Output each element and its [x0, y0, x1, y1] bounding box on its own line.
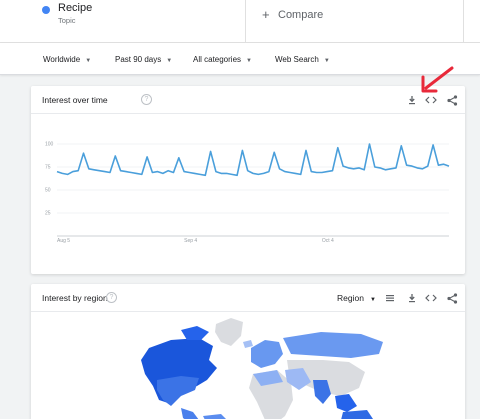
- search-term-bar: Recipe Topic + Compare: [0, 0, 480, 43]
- term-color-dot: [42, 6, 50, 14]
- plus-icon: +: [262, 7, 270, 22]
- world-map[interactable]: [31, 312, 465, 419]
- location-filter-label: Worldwide: [43, 55, 81, 64]
- location-filter[interactable]: Worldwide ▼: [43, 55, 91, 64]
- search-type-filter-label: Web Search: [275, 55, 319, 64]
- compare-label[interactable]: Compare: [278, 9, 324, 21]
- compare-button[interactable]: + Compare: [246, 0, 464, 43]
- map-region-central-america: [181, 408, 199, 419]
- filter-bar: Worldwide ▼ Past 90 days ▼ All categories ▼…: [0, 43, 480, 75]
- x-tick-label: Aug 5: [57, 238, 70, 244]
- caret-down-icon: ▼: [369, 297, 376, 303]
- map-region-india: [313, 380, 331, 404]
- map-region-south-america: [203, 414, 226, 419]
- interest-series-line[interactable]: [56, 143, 450, 177]
- map-region-greenland: [215, 318, 243, 346]
- caret-down-icon: ▼: [246, 58, 252, 64]
- map-region-north-africa: [253, 370, 283, 386]
- map-region-europe: [251, 340, 283, 368]
- time-range-filter[interactable]: Past 90 days ▼: [115, 55, 172, 64]
- y-tick-label: 25: [45, 211, 51, 217]
- caret-down-icon: ▼: [85, 58, 92, 64]
- share-icon[interactable]: [445, 291, 459, 305]
- card-header: Interest by region ? Region ▼: [31, 284, 465, 312]
- y-tick-label: 100: [45, 142, 54, 148]
- y-tick-label: 50: [45, 188, 51, 194]
- card-title: Interest over time: [42, 95, 108, 105]
- map-region-australia: [341, 410, 373, 419]
- region-select-label: Region: [337, 293, 364, 303]
- term-type: Topic: [58, 16, 76, 25]
- embed-icon[interactable]: [424, 291, 438, 305]
- time-range-filter-label: Past 90 days: [115, 55, 162, 64]
- map-region-usa: [157, 376, 199, 406]
- interest-over-time-chart: 100 75 50 25 Aug 5 Sep 4 Oct 4: [45, 142, 450, 244]
- annotation-arrow-icon: [421, 66, 454, 93]
- download-icon[interactable]: [405, 93, 419, 107]
- help-icon[interactable]: ?: [106, 292, 117, 303]
- search-term-card[interactable]: Recipe Topic: [32, 0, 246, 43]
- share-icon[interactable]: [445, 93, 459, 107]
- map-region-russia: [283, 332, 383, 358]
- map-region-southeast-asia: [335, 394, 357, 412]
- card-title: Interest by region: [42, 293, 108, 303]
- category-filter-label: All categories: [193, 55, 242, 64]
- term-name[interactable]: Recipe: [58, 2, 93, 14]
- embed-icon[interactable]: [424, 93, 438, 107]
- x-tick-label: Sep 4: [184, 238, 197, 244]
- interest-by-region-card: Interest by region ? Region ▼: [31, 284, 465, 419]
- help-icon[interactable]: ?: [141, 94, 152, 105]
- category-filter[interactable]: All categories ▼: [193, 55, 252, 64]
- region-resolution-select[interactable]: Region ▼: [337, 293, 376, 303]
- list-view-icon[interactable]: [383, 291, 397, 305]
- y-tick-label: 75: [45, 165, 51, 171]
- caret-down-icon: ▼: [323, 58, 330, 64]
- x-tick-label: Oct 4: [322, 238, 334, 244]
- card-header: Interest over time ?: [31, 86, 465, 114]
- map-region-middle-east: [285, 368, 311, 390]
- download-icon[interactable]: [405, 291, 419, 305]
- map-region-iceland: [243, 340, 253, 348]
- caret-down-icon: ▼: [166, 58, 173, 64]
- map-region-canada-islands: [181, 326, 209, 340]
- map-region-asia: [287, 360, 365, 396]
- search-type-filter[interactable]: Web Search ▼: [275, 55, 330, 64]
- interest-over-time-card: Interest over time ? 100 75 50 25 Aug 5 Sep 4…: [31, 86, 465, 274]
